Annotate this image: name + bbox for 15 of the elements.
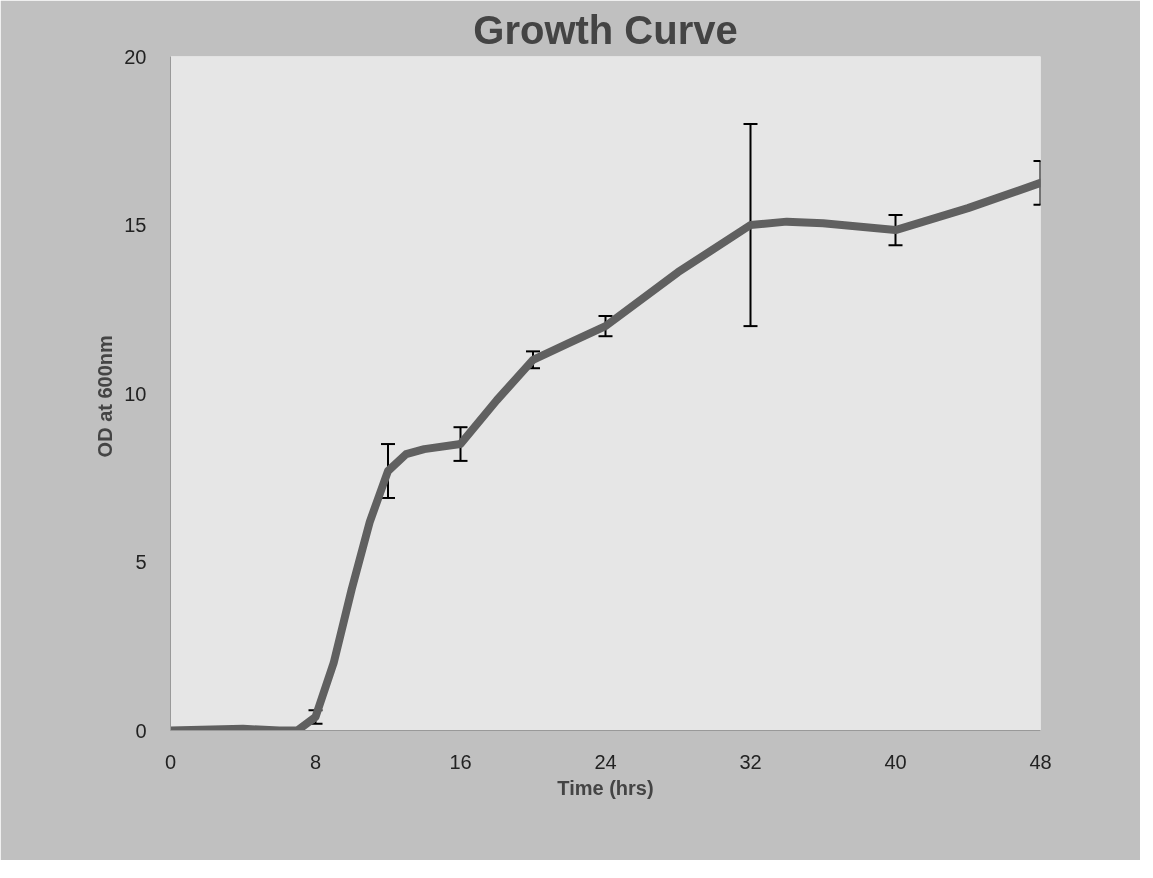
x-tick-label: 16 [449,750,472,773]
y-tick-label: 20 [124,45,147,68]
chart-title: Growth Curve [473,7,738,52]
y-tick-label: 10 [124,382,147,405]
x-tick-label: 8 [309,750,322,773]
x-tick-label: 0 [164,750,177,773]
x-tick-label: 40 [884,750,907,773]
y-axis-title: OD at 600nm [94,335,117,458]
x-axis-title: Time (hrs) [557,776,654,799]
y-tick-label: 15 [124,214,147,236]
y-tick-label: 0 [135,719,147,742]
x-tick-label: 48 [1029,750,1052,773]
y-tick-label: 5 [135,551,147,573]
x-tick-label: 24 [594,750,617,773]
x-tick-label: 32 [739,750,762,773]
